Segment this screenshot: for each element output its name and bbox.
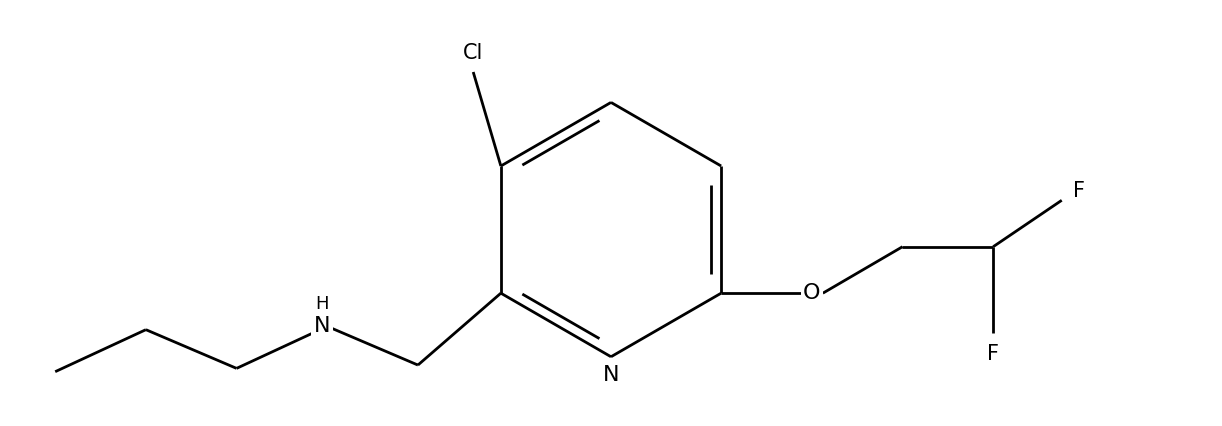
Text: H: H (315, 295, 329, 313)
Text: N: N (602, 365, 620, 385)
Text: F: F (1073, 181, 1085, 201)
Text: F: F (987, 344, 1000, 364)
Text: O: O (803, 283, 820, 303)
Text: Cl: Cl (463, 43, 484, 63)
Text: N: N (314, 317, 330, 337)
